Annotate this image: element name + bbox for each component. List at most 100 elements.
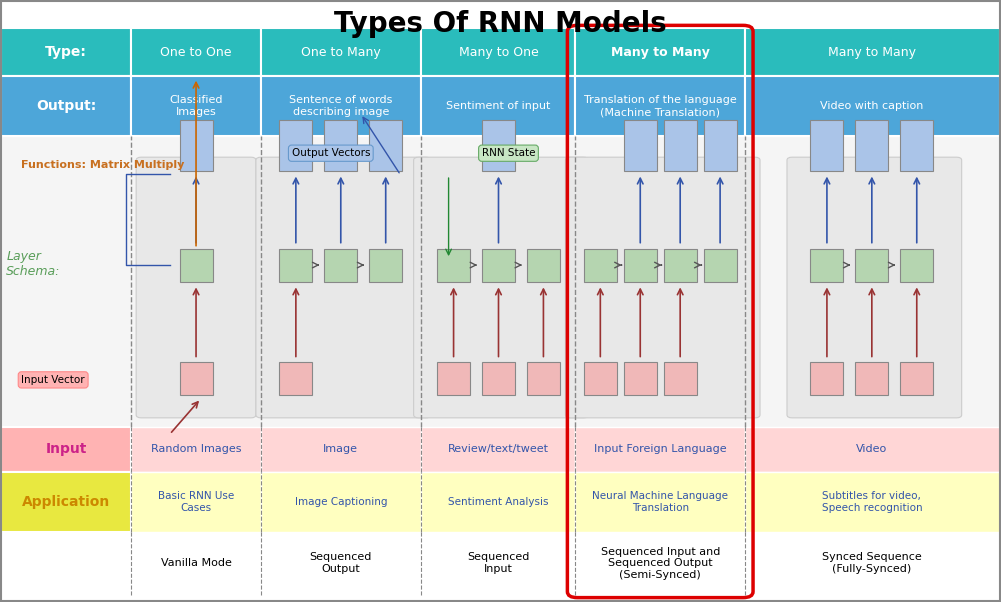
FancyBboxPatch shape <box>745 28 1000 76</box>
FancyBboxPatch shape <box>527 249 560 282</box>
FancyBboxPatch shape <box>261 28 420 76</box>
Text: Review/text/tweet: Review/text/tweet <box>448 444 549 455</box>
FancyBboxPatch shape <box>624 120 657 171</box>
Text: Video: Video <box>856 444 888 455</box>
Text: Video with caption: Video with caption <box>820 101 924 111</box>
FancyBboxPatch shape <box>256 157 430 418</box>
FancyBboxPatch shape <box>369 249 402 282</box>
FancyBboxPatch shape <box>179 362 212 396</box>
FancyBboxPatch shape <box>576 427 745 472</box>
Text: Image Captioning: Image Captioning <box>294 497 387 507</box>
Text: Image: Image <box>323 444 358 455</box>
Text: Sentiment of input: Sentiment of input <box>446 101 551 111</box>
FancyBboxPatch shape <box>482 120 515 171</box>
FancyBboxPatch shape <box>1 472 131 532</box>
Text: Functions: Matrix Multiply: Functions: Matrix Multiply <box>21 160 185 170</box>
FancyBboxPatch shape <box>279 120 312 171</box>
Text: Layer
Schema:: Layer Schema: <box>6 250 61 278</box>
Text: Neural Machine Language
Translation: Neural Machine Language Translation <box>593 491 728 512</box>
Text: Many to One: Many to One <box>458 46 539 59</box>
FancyBboxPatch shape <box>369 120 402 171</box>
FancyBboxPatch shape <box>1 136 1000 427</box>
FancyBboxPatch shape <box>856 362 888 396</box>
Text: Sentence of words
describing image: Sentence of words describing image <box>289 96 392 117</box>
FancyBboxPatch shape <box>811 249 844 282</box>
FancyBboxPatch shape <box>576 472 745 532</box>
FancyBboxPatch shape <box>566 157 760 418</box>
FancyBboxPatch shape <box>745 427 1000 472</box>
FancyBboxPatch shape <box>420 427 576 472</box>
Text: One to Many: One to Many <box>301 46 380 59</box>
FancyBboxPatch shape <box>324 249 357 282</box>
Text: Many to Many: Many to Many <box>611 46 710 59</box>
FancyBboxPatch shape <box>131 472 261 532</box>
FancyBboxPatch shape <box>856 120 888 171</box>
FancyBboxPatch shape <box>811 120 844 171</box>
FancyBboxPatch shape <box>179 249 212 282</box>
Text: Input: Input <box>46 442 87 456</box>
FancyBboxPatch shape <box>900 362 933 396</box>
Text: Synced Sequence
(Fully-Synced): Synced Sequence (Fully-Synced) <box>822 553 922 574</box>
Text: Application: Application <box>22 495 110 509</box>
FancyBboxPatch shape <box>704 249 737 282</box>
FancyBboxPatch shape <box>279 249 312 282</box>
FancyBboxPatch shape <box>1 427 131 472</box>
Text: Sequenced
Input: Sequenced Input <box>467 553 530 574</box>
FancyBboxPatch shape <box>900 120 933 171</box>
FancyBboxPatch shape <box>261 427 420 472</box>
Text: Sequenced Input and
Sequenced Output
(Semi-Synced): Sequenced Input and Sequenced Output (Se… <box>601 547 720 580</box>
FancyBboxPatch shape <box>576 76 745 136</box>
FancyBboxPatch shape <box>420 76 576 136</box>
FancyBboxPatch shape <box>420 472 576 532</box>
Text: RNN State: RNN State <box>481 148 536 158</box>
FancyBboxPatch shape <box>811 362 844 396</box>
Text: Output Vectors: Output Vectors <box>291 148 370 158</box>
FancyBboxPatch shape <box>437 249 470 282</box>
FancyBboxPatch shape <box>279 362 312 396</box>
FancyBboxPatch shape <box>584 362 617 396</box>
FancyBboxPatch shape <box>482 362 515 396</box>
FancyBboxPatch shape <box>856 249 888 282</box>
FancyBboxPatch shape <box>413 157 589 418</box>
FancyBboxPatch shape <box>131 28 261 76</box>
FancyBboxPatch shape <box>261 472 420 532</box>
FancyBboxPatch shape <box>576 28 745 76</box>
FancyBboxPatch shape <box>131 427 261 472</box>
Text: Output:: Output: <box>36 99 96 113</box>
FancyBboxPatch shape <box>900 249 933 282</box>
FancyBboxPatch shape <box>482 249 515 282</box>
FancyBboxPatch shape <box>787 157 962 418</box>
FancyBboxPatch shape <box>136 157 256 418</box>
FancyBboxPatch shape <box>437 362 470 396</box>
FancyBboxPatch shape <box>745 76 1000 136</box>
FancyBboxPatch shape <box>584 249 617 282</box>
FancyBboxPatch shape <box>261 76 420 136</box>
Text: Classified
Images: Classified Images <box>169 96 223 117</box>
FancyBboxPatch shape <box>664 362 697 396</box>
FancyBboxPatch shape <box>527 362 560 396</box>
FancyBboxPatch shape <box>131 76 261 136</box>
Text: Input Vector: Input Vector <box>21 375 85 385</box>
FancyBboxPatch shape <box>664 249 697 282</box>
Text: Basic RNN Use
Cases: Basic RNN Use Cases <box>158 491 234 512</box>
Text: Input Foreign Language: Input Foreign Language <box>594 444 727 455</box>
FancyBboxPatch shape <box>624 362 657 396</box>
Text: Types Of RNN Models: Types Of RNN Models <box>334 10 667 39</box>
FancyBboxPatch shape <box>420 28 576 76</box>
Text: Vanilla Mode: Vanilla Mode <box>160 558 231 568</box>
Text: Sentiment Analysis: Sentiment Analysis <box>448 497 549 507</box>
Text: Type:: Type: <box>45 45 87 60</box>
FancyBboxPatch shape <box>624 249 657 282</box>
Text: Random Images: Random Images <box>151 444 241 455</box>
FancyBboxPatch shape <box>179 120 212 171</box>
FancyBboxPatch shape <box>1 28 131 76</box>
Text: Translation of the language
(Machine Translation): Translation of the language (Machine Tra… <box>584 96 737 117</box>
FancyBboxPatch shape <box>1 532 1000 595</box>
FancyBboxPatch shape <box>664 120 697 171</box>
FancyBboxPatch shape <box>745 472 1000 532</box>
Text: Sequenced
Output: Sequenced Output <box>309 553 372 574</box>
Text: Subtitles for video,
Speech recognition: Subtitles for video, Speech recognition <box>822 491 922 512</box>
FancyBboxPatch shape <box>704 120 737 171</box>
FancyBboxPatch shape <box>1 76 131 136</box>
Text: One to One: One to One <box>160 46 232 59</box>
